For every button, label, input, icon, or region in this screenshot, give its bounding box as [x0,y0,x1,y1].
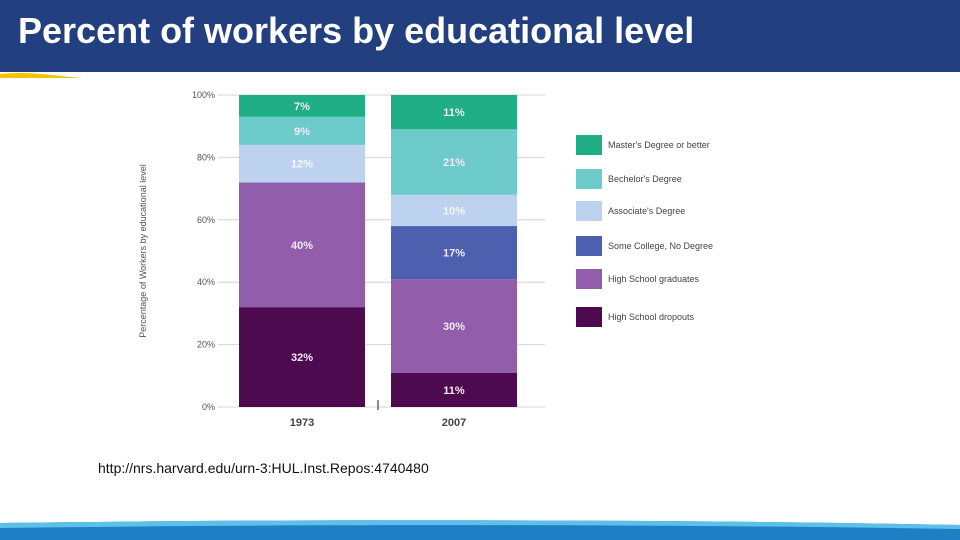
legend-swatch [576,236,602,256]
data-label: 10% [443,205,465,217]
data-label: 9% [294,126,310,138]
legend-label: Associate's Degree [608,206,685,216]
y-tick-label: 60% [197,215,215,225]
segment-labels: 32% 40% 12% 9% 7% 11% 30% 17% 10% 21% 11% [291,101,465,397]
slide-title: Percent of workers by educational level [18,10,695,51]
data-label: 12% [291,159,313,171]
title-band-background [0,0,960,72]
bar-segment [239,116,365,145]
bar-segment [239,307,365,407]
data-label: 7% [294,101,310,113]
axes: 0% 20% 40% 60% 80% 100% Percentage of Workers … [138,90,466,429]
y-axis-label: Percentage of Workers by educational lev… [138,164,148,337]
legend-swatch [576,201,602,221]
bar-segment [239,144,365,183]
legend-swatch [576,169,602,189]
legend-label: Some College, No Degree [608,241,713,251]
y-tick-label: 20% [197,340,215,350]
data-label: 17% [443,248,465,260]
x-tick-label: 1973 [290,417,314,429]
legend-label: High School dropouts [608,312,695,322]
bottom-band [0,520,960,540]
data-label: 32% [291,352,313,364]
legend-label: Bechelor's Degree [608,174,682,184]
y-tick-label: 80% [197,152,215,162]
bar-segment [391,372,517,407]
legend-swatch [576,269,602,289]
bar-segments [239,95,517,407]
legend-label: High School graduates [608,274,700,284]
data-label: 30% [443,321,465,333]
legend-label: Master's Degree or better [608,140,710,150]
legend-swatch [576,307,602,327]
bar-segment [239,182,365,308]
bar-segment [391,95,517,130]
stacked-bar-chart: 32% 40% 12% 9% 7% 11% 30% 17% 10% 21% 11% 0% 20% 40%… [138,90,713,429]
title-band-shape [0,0,960,78]
title-accent-stripe [0,73,100,78]
bottom-band-highlight [0,520,960,529]
bar-segment [391,279,517,373]
x-tick-label: 2007 [442,417,466,429]
data-label: 21% [443,157,465,169]
bar-segment [239,95,365,117]
data-label: 11% [443,385,465,397]
title-band: Percent of workers by educational level [0,0,960,78]
legend-swatch [576,135,602,155]
legend: Master's Degree or better Bechelor's Degr… [576,135,713,327]
y-tick-label: 0% [202,402,215,412]
y-tick-label: 40% [197,277,215,287]
bar-segment [391,226,517,280]
bar-segment [391,194,517,227]
bar-segment [391,129,517,195]
data-label: 40% [291,240,313,252]
data-label: 11% [443,107,465,119]
y-tick-label: 100% [192,90,215,100]
source-link[interactable]: http://nrs.harvard.edu/urn-3:HUL.Inst.Re… [98,460,429,476]
